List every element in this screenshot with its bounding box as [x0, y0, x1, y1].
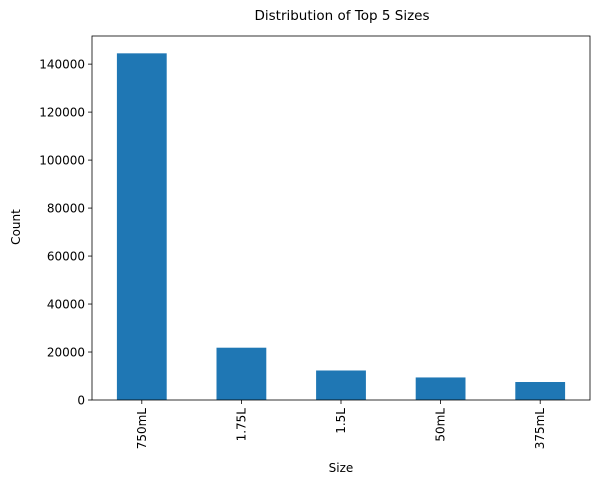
x-axis-ticks: 750mL 1.75L 1.5L 50mL 375mL: [135, 400, 547, 449]
x-tick-label: 1.5L: [334, 408, 348, 434]
chart-title: Distribution of Top 5 Sizes: [254, 8, 429, 24]
x-axis-label: Size: [329, 461, 354, 475]
y-tick-label: 20000: [47, 346, 85, 360]
y-axis-ticks: 0 20000 40000 60000 80000 100000 120000 140000: [39, 58, 92, 408]
y-tick-label: 100000: [39, 154, 85, 168]
bar-50ml: [415, 377, 466, 400]
bar-750ml: [116, 53, 167, 400]
y-axis-label: Count: [9, 209, 23, 245]
bars-group: [116, 53, 566, 400]
y-tick-label: 140000: [39, 58, 85, 72]
x-tick-label: 375mL: [533, 408, 547, 450]
bar-1-5l: [316, 370, 366, 400]
y-tick-label: 120000: [39, 106, 85, 120]
plot-area-frame: [91, 35, 591, 401]
y-tick-label: 0: [77, 394, 85, 408]
y-tick-label: 40000: [47, 298, 85, 312]
bar-1-75l: [216, 347, 267, 400]
y-tick-label: 60000: [47, 250, 85, 264]
x-tick-label: 1.75L: [234, 408, 248, 442]
y-tick-label: 80000: [47, 202, 85, 216]
bar-375ml: [515, 382, 566, 400]
x-tick-label: 50mL: [434, 408, 448, 442]
x-tick-label: 750mL: [135, 408, 149, 450]
